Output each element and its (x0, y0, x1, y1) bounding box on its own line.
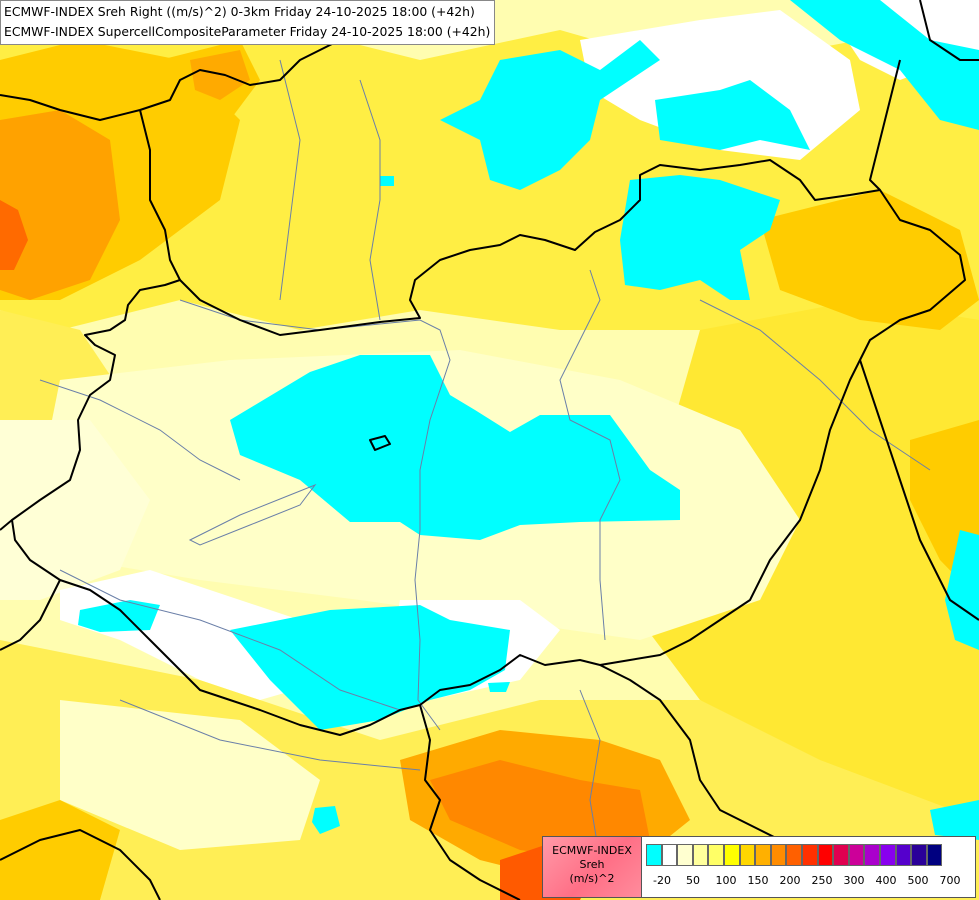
river-west (39, 379, 241, 481)
cyan-zone-south (230, 605, 510, 730)
legend-tick-label: -20 (653, 874, 671, 887)
dark-orange-zone-south (430, 760, 650, 860)
legend-swatch (723, 844, 740, 866)
legend-tick-label: 400 (875, 874, 897, 887)
legend-tick-label: 150 (747, 874, 769, 887)
legend-swatch (708, 844, 724, 866)
cyan-spot-small (488, 682, 510, 692)
red-orange-west-edge (0, 200, 28, 270)
legend-swatch (646, 844, 662, 866)
legend-tick-label: 50 (686, 874, 700, 887)
legend-swatch (770, 844, 787, 866)
border-southwest-2 (0, 829, 161, 900)
border-northeast (919, 0, 979, 61)
cyan-zone-central (230, 355, 680, 540)
river-lake-balaton (188, 483, 317, 546)
river-north-1 (359, 79, 381, 321)
color-legend: ECMWF-INDEX Sreh (m/s)^2 -20 50 100 150 200 2… (542, 836, 976, 898)
legend-tick-label: 700 (939, 874, 961, 887)
legend-tick-label: 200 (779, 874, 801, 887)
map-title-box: ECMWF-INDEX Sreh Right ((m/s)^2) 0-3km F… (0, 0, 496, 45)
legend-swatch (879, 844, 896, 866)
border-northwest (139, 109, 181, 281)
legend-tick-label: 100 (715, 874, 737, 887)
border-east-2 (859, 359, 979, 621)
river-east (699, 299, 931, 471)
map-title-line1: ECMWF-INDEX Sreh Right ((m/s)^2) 0-3km F… (4, 4, 475, 19)
river-sava (119, 699, 421, 771)
gold-zone-east (760, 190, 979, 330)
border-hungary (11, 159, 966, 736)
cyan-zone-northeast (655, 80, 810, 150)
legend-swatch (677, 844, 693, 866)
cyan-zone-ne-corner (790, 0, 979, 130)
legend-label-line2: Sreh (579, 858, 605, 871)
legend-tick-label: 300 (843, 874, 865, 887)
legend-tick-label: 500 (907, 874, 929, 887)
legend-swatch (833, 844, 849, 866)
map-title-line2: ECMWF-INDEX SupercellCompositeParameter … (4, 24, 491, 39)
cyan-spot-north (380, 176, 394, 186)
legend-swatch (739, 844, 756, 866)
border-southwest (0, 579, 61, 651)
cyan-zone-east (620, 175, 780, 300)
pale-zone-west (0, 420, 150, 600)
cyan-zone-north (440, 40, 660, 190)
border-east (869, 59, 901, 191)
border-south (419, 704, 521, 900)
river-north-2 (279, 59, 301, 301)
legend-swatches (646, 844, 943, 866)
legend-label-line1: ECMWF-INDEX (552, 844, 632, 857)
legend-swatch (786, 844, 802, 866)
legend-swatch (755, 844, 771, 866)
legend-swatch (661, 844, 678, 866)
cyan-zone-se-corner (930, 800, 979, 840)
border-lake (369, 435, 391, 451)
river-tisza (559, 269, 621, 641)
cyan-zone-east-edge (945, 530, 979, 650)
legend-label-box: ECMWF-INDEX Sreh (m/s)^2 (543, 837, 642, 897)
legend-ticks: -20 50 100 150 200 250 300 400 500 700 (646, 874, 976, 892)
river-drava (59, 569, 401, 711)
pale-zone-south (60, 700, 320, 850)
river-south (579, 689, 601, 861)
cyan-zone-southwest (78, 600, 160, 632)
orange-zone-northwest (0, 110, 120, 300)
legend-swatch (801, 844, 818, 866)
legend-label-line3: (m/s)^2 (569, 872, 615, 885)
cyan-spot-south (312, 806, 340, 834)
legend-swatch (817, 844, 834, 866)
legend-swatch (926, 844, 943, 866)
legend-tick-label: 250 (811, 874, 833, 887)
legend-swatch (911, 844, 927, 866)
border-west (0, 519, 13, 531)
border-north (0, 0, 391, 121)
legend-swatch (848, 844, 865, 866)
legend-swatch (895, 844, 912, 866)
legend-swatch (864, 844, 880, 866)
gold-zone-southwest (0, 800, 120, 900)
legend-swatch (692, 844, 709, 866)
